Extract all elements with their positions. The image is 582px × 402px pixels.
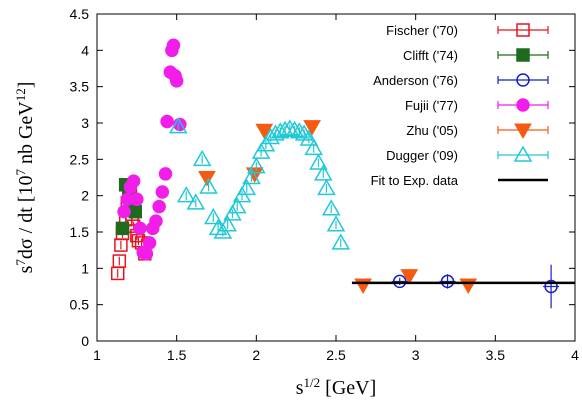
y-tick-label: 4.5 bbox=[70, 6, 90, 22]
y-tick-label: 3.5 bbox=[70, 79, 90, 95]
data-point bbox=[118, 206, 130, 218]
x-tick-label: 2 bbox=[252, 347, 260, 363]
data-point bbox=[517, 49, 529, 61]
y-tick-label: 1 bbox=[81, 260, 89, 276]
x-tick-label: 1.5 bbox=[167, 347, 187, 363]
data-point bbox=[150, 215, 162, 227]
x-axis-title: s1/2 [GeV] bbox=[296, 375, 377, 400]
data-point bbox=[167, 39, 179, 51]
y-tick-label: 2.5 bbox=[70, 151, 90, 167]
data-point bbox=[131, 193, 143, 205]
x-tick-label: 3.5 bbox=[486, 347, 506, 363]
data-point bbox=[116, 222, 128, 234]
data-point bbox=[517, 99, 529, 111]
y-tick-label: 3 bbox=[81, 115, 89, 131]
data-point bbox=[156, 186, 168, 198]
data-point bbox=[140, 248, 152, 260]
x-tick-label: 3 bbox=[412, 347, 420, 363]
legend-label: Fischer ('70) bbox=[386, 23, 458, 38]
y-tick-label: 4 bbox=[81, 42, 89, 58]
data-point bbox=[161, 116, 173, 128]
y-tick-label: 1.5 bbox=[70, 224, 90, 240]
data-point bbox=[128, 175, 140, 187]
legend-label: Clifft ('74) bbox=[403, 48, 458, 63]
legend-label: Dugger ('09) bbox=[386, 148, 458, 163]
y-tick-label: 0 bbox=[81, 333, 89, 349]
data-point bbox=[129, 206, 141, 218]
x-tick-label: 4 bbox=[571, 347, 579, 363]
legend-label: Zhu ('05) bbox=[406, 123, 458, 138]
x-tick-label: 1 bbox=[93, 347, 101, 363]
data-point bbox=[171, 75, 183, 87]
legend-label: Fit to Exp. data bbox=[371, 173, 459, 188]
legend-label: Fujii ('77) bbox=[405, 98, 458, 113]
data-point bbox=[160, 168, 172, 180]
legend-label: Anderson ('76) bbox=[373, 73, 458, 88]
y-tick-label: 2 bbox=[81, 188, 89, 204]
data-point bbox=[153, 201, 165, 213]
data-point bbox=[144, 237, 156, 249]
y-tick-label: 0.5 bbox=[70, 297, 90, 313]
data-point bbox=[134, 222, 146, 234]
x-tick-label: 2.5 bbox=[326, 347, 346, 363]
y-axis-title: s7dσ / dt [107 nb GeV12] bbox=[13, 82, 38, 274]
